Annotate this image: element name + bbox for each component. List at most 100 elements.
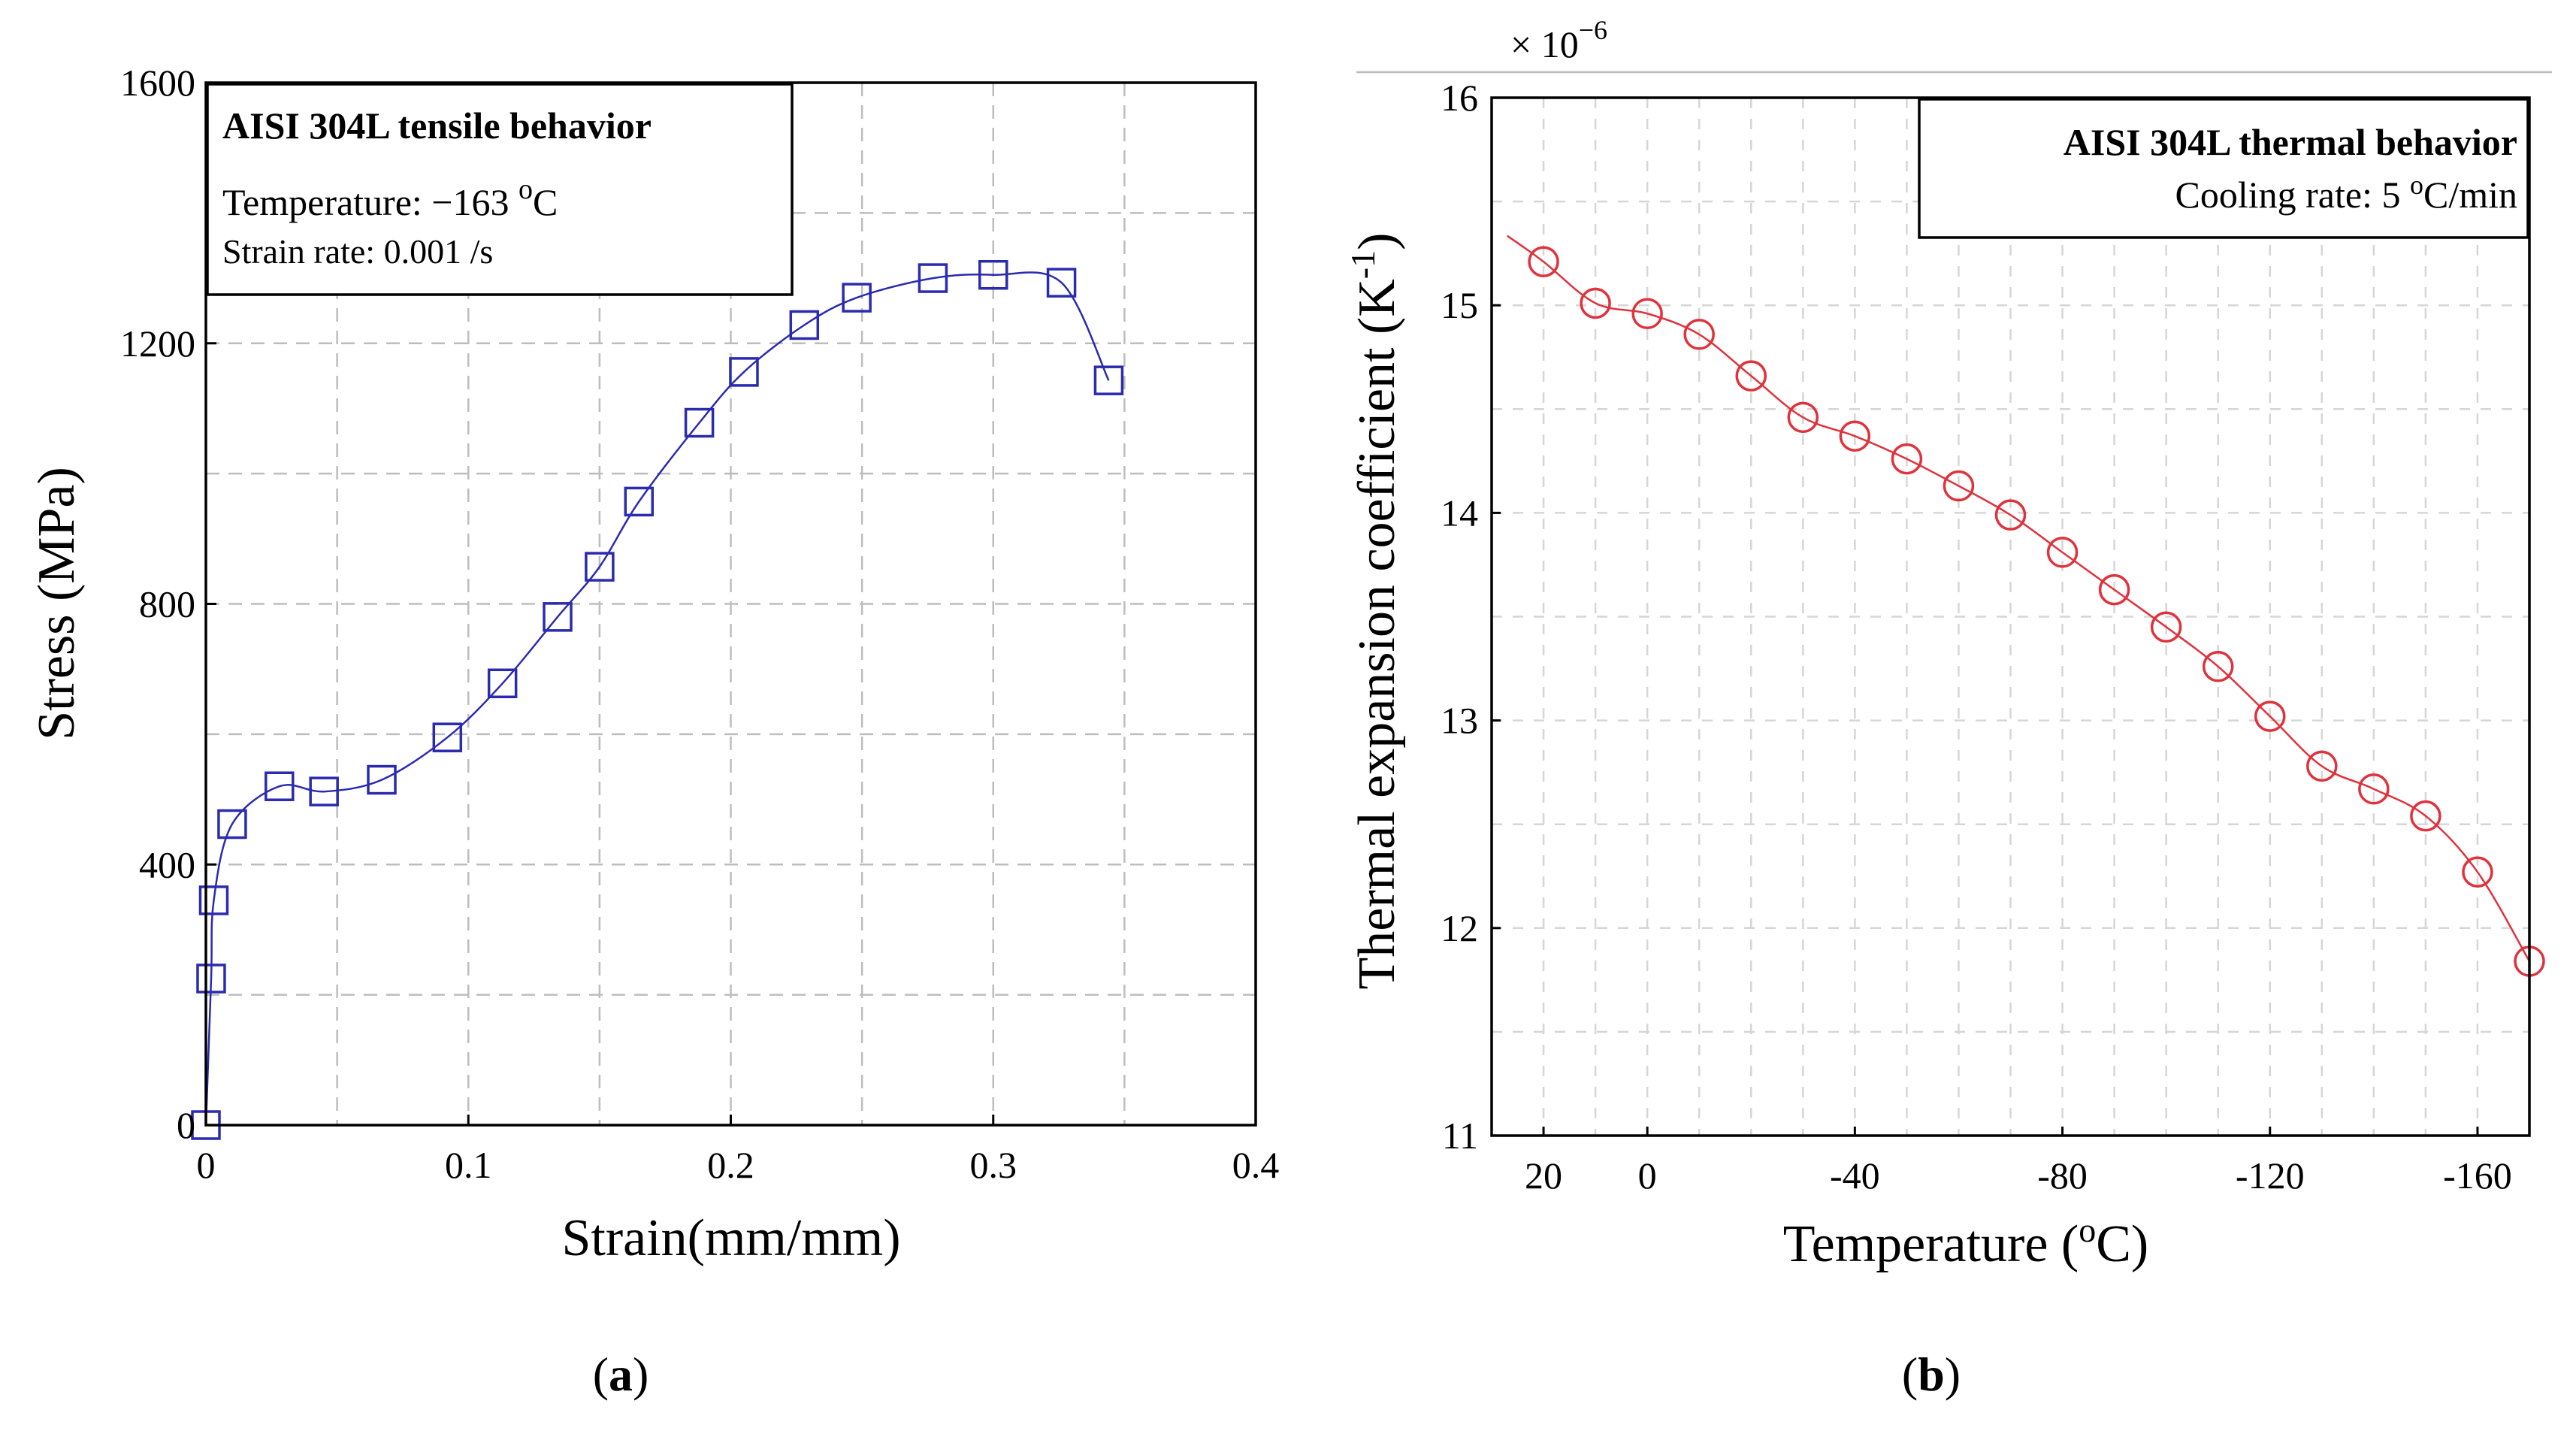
panel-a-data-point xyxy=(729,357,759,387)
panel-a-marker-layer xyxy=(191,259,1124,1140)
panel-b-data-point xyxy=(1839,420,1871,452)
panel-b-caption-open: ( xyxy=(1902,1348,1918,1401)
panel-a-y-tick-label: 0 xyxy=(177,1104,195,1146)
panel-a-caption: (a) xyxy=(593,1348,649,1401)
panel-a-temperature-degree: o xyxy=(519,174,533,205)
panel-a-data-point xyxy=(1093,365,1124,395)
panel-b-legend-box xyxy=(1918,98,2529,239)
panel-b-x-tick-label: 0 xyxy=(1638,1154,1657,1197)
panel-b-multiplier: × 10−6 xyxy=(1510,15,1607,65)
panel-a-x-tick-label: 0 xyxy=(197,1144,216,1186)
panel-b-data-point xyxy=(1683,319,1715,350)
panel-a-y-tick-label: 1600 xyxy=(120,62,195,104)
panel-b-multiplier-exponent: −6 xyxy=(1579,15,1607,45)
panel-b-y-label-text: Thermal expansion coefficient (K xyxy=(1348,279,1406,989)
panel-b-data-point xyxy=(2410,800,2441,832)
panel-a-legend-box xyxy=(206,83,794,296)
panel-b-data-point xyxy=(2046,537,2079,568)
panel-a-y-tick-label: 400 xyxy=(139,843,195,885)
panel-b-data-point xyxy=(2150,611,2182,643)
panel-b-ticks: 20 0 -40 -80 -120 -160 11 12 13 14 15 16 xyxy=(1441,77,2512,1197)
panel-b-data-point xyxy=(2358,773,2390,805)
panel-a-data-point xyxy=(543,602,573,632)
panel-b-x-label-degree: o xyxy=(2079,1211,2096,1249)
panel-a-curve-layer xyxy=(204,271,1110,1126)
panel-b-data-point xyxy=(1994,499,2027,531)
panel-a-temperature-annotation: Temperature: −163 oC xyxy=(222,174,558,223)
panel-a-caption-label: a xyxy=(609,1348,633,1401)
panel-b-data-point xyxy=(1943,470,1975,502)
panel-b-x-label-unit: C) xyxy=(2096,1215,2148,1273)
panel-b-caption-label: b xyxy=(1918,1348,1945,1401)
panel-a-data-point xyxy=(978,259,1008,290)
panel-b-y-axis-label: Thermal expansion coefficient (K-1) xyxy=(1344,233,1406,990)
panel-b-data-point xyxy=(1580,287,1611,319)
panel-b-x-label-text: Temperature ( xyxy=(1783,1215,2079,1273)
panel-b-data-point xyxy=(1631,298,1663,329)
panel-b-y-tick-label: 15 xyxy=(1441,284,1478,326)
panel-b-cooling-annotation: Cooling rate: 5 oC/min xyxy=(2175,170,2517,216)
panel-b-y-label-close: ) xyxy=(1348,233,1406,250)
panel-a-data-point xyxy=(1046,268,1077,298)
panel-a-data-point xyxy=(842,283,872,313)
panel-a-caption-open: ( xyxy=(593,1348,609,1401)
panel-b-y-tick-label: 11 xyxy=(1442,1115,1478,1157)
panel-a-data-point xyxy=(684,407,715,438)
panel-b-multiplier-base: × 10 xyxy=(1510,23,1579,65)
panel-a-data-point xyxy=(789,310,820,340)
panel-b-plot-frame xyxy=(1490,96,2531,1137)
panel-a-x-tick-label: 0.3 xyxy=(970,1144,1017,1186)
panel-a-data-point xyxy=(918,263,948,293)
panel-b-x-tick-label: -120 xyxy=(2236,1154,2305,1197)
panel-b-data-point xyxy=(1735,360,1767,392)
panel-b-data-point xyxy=(1528,246,1559,277)
panel-a-x-tick-label: 0.1 xyxy=(445,1144,492,1186)
panel-b-series-line xyxy=(1506,234,2531,962)
panel-b-data-point xyxy=(2462,856,2493,888)
panel-a-data-point xyxy=(432,722,463,752)
panel-b-caption: (b) xyxy=(1902,1348,1961,1401)
panel-a-series-line xyxy=(204,271,1110,1126)
panel-b-y-tick-label: 13 xyxy=(1441,700,1478,742)
panel-b-x-tick-label: -160 xyxy=(2443,1154,2512,1197)
panel-b-cooling-text: Cooling rate: 5 xyxy=(2175,174,2410,216)
panel-a-data-point xyxy=(367,764,397,795)
panel-a-y-tick-label: 800 xyxy=(139,583,195,625)
panel-a-tensile-chart: 0 0.1 0.2 0.3 0.4 0 400 800 1200 1600 AISI 304L t… xyxy=(28,62,1279,1401)
panel-a-legend-title: AISI 304L tensile behavior xyxy=(222,104,652,147)
panel-a-temperature-unit: C xyxy=(533,181,558,223)
panel-a-y-tick-label: 1200 xyxy=(120,322,195,365)
panel-b-x-tick-label: -80 xyxy=(2037,1154,2088,1197)
panel-b-data-point xyxy=(1787,401,1819,434)
panel-a-caption-close: ) xyxy=(633,1348,649,1401)
panel-b-y-tick-label: 16 xyxy=(1441,77,1478,119)
panel-a-data-point xyxy=(585,552,615,582)
panel-b-y-label-exponent: -1 xyxy=(1344,250,1382,279)
panel-a-data-point xyxy=(198,885,229,915)
panel-a-y-axis-label: Stress (MPa) xyxy=(28,467,86,740)
panel-b-data-point xyxy=(2202,651,2234,682)
panel-a-x-axis-label: Strain(mm/mm) xyxy=(561,1209,900,1267)
panel-b-y-tick-label: 12 xyxy=(1441,907,1478,949)
panel-b-data-point xyxy=(2254,700,2286,732)
panel-b-thermal-chart: × 10−6 20 0 -40 -80 -120 -160 11 12 13 14 15 16 AIS… xyxy=(1344,15,2552,1401)
panel-b-data-point xyxy=(2098,573,2130,606)
panel-b-cooling-degree: o xyxy=(2410,170,2423,200)
panel-b-x-tick-label: 20 xyxy=(1525,1154,1562,1197)
panel-a-data-point xyxy=(265,771,295,801)
panel-b-curve-layer xyxy=(1506,234,2531,962)
panel-a-data-point xyxy=(217,809,247,840)
panel-b-grid xyxy=(1492,98,2531,1136)
panel-b-data-point xyxy=(2306,750,2338,782)
panel-a-data-point xyxy=(487,668,518,699)
panel-a-x-tick-label: 0.4 xyxy=(1232,1144,1280,1186)
panel-b-y-tick-label: 14 xyxy=(1441,492,1478,534)
panel-a-x-tick-label: 0.2 xyxy=(707,1144,754,1186)
panel-b-legend-title: AISI 304L thermal behavior xyxy=(2064,121,2517,163)
panel-a-temperature-text: Temperature: −163 xyxy=(222,181,519,223)
panel-b-marker-layer xyxy=(1528,246,2545,977)
panel-a-ticks: 0 0.1 0.2 0.3 0.4 0 400 800 1200 1600 xyxy=(120,62,1279,1186)
panel-b-x-axis-label: Temperature (oC) xyxy=(1783,1211,2148,1273)
panel-a-data-point xyxy=(196,964,226,994)
